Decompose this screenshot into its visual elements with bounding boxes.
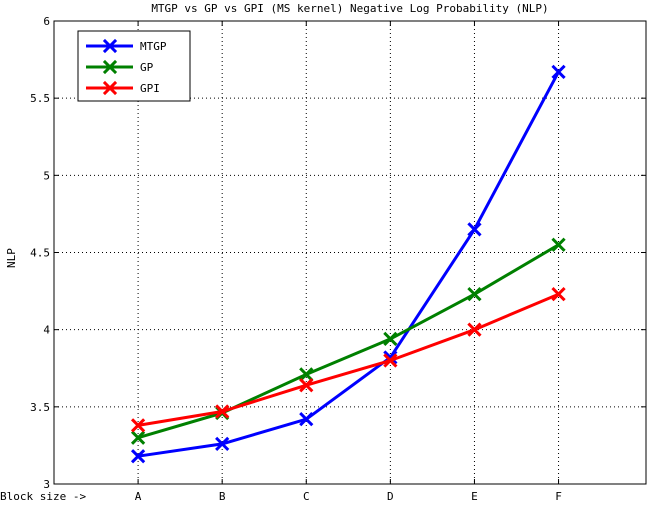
data-point-gpi — [551, 287, 566, 302]
data-point-mtgp — [467, 222, 482, 237]
y-tick-label: 5 — [43, 169, 50, 182]
data-point-gp — [551, 237, 566, 252]
y-axis-label: NLP — [5, 248, 18, 268]
data-point-mtgp — [299, 412, 314, 427]
series-line-gpi — [137, 292, 560, 427]
data-point-gpi — [299, 378, 314, 393]
y-tick-label: 4.5 — [30, 247, 50, 260]
data-point-gpi — [215, 404, 230, 419]
x-axis-label: Block size -> — [0, 490, 86, 503]
legend-marker-gpi — [102, 80, 118, 96]
y-tick-label: 3 — [43, 478, 50, 491]
y-tick-label: 6 — [43, 15, 50, 28]
legend-label-gp: GP — [140, 61, 154, 74]
y-tick-label: 3.5 — [30, 401, 50, 414]
x-tick-label: B — [219, 490, 226, 503]
x-tick-label: D — [387, 490, 394, 503]
grid — [54, 21, 646, 484]
series-line-mtgp — [137, 71, 560, 458]
chart-title: MTGP vs GP vs GPI (MS kernel) Negative L… — [151, 2, 548, 15]
series-gpi — [130, 287, 566, 433]
legend: MTGP GP GPI — [77, 30, 191, 102]
data-point-mtgp — [215, 436, 230, 451]
series-line-gp — [137, 243, 560, 440]
y-axis: 3 3.5 4 4.5 5 5.5 6 — [30, 15, 646, 491]
data-point-mtgp — [130, 449, 146, 464]
series-gp — [130, 237, 566, 445]
x-axis: A B C D E F — [135, 21, 562, 503]
data-point-gpi — [130, 418, 146, 433]
data-point-mtgp — [551, 64, 566, 80]
legend-marker-mtgp — [102, 38, 118, 54]
x-tick-label: E — [471, 490, 478, 503]
data-point-gpi — [383, 353, 398, 368]
data-point-gp — [130, 430, 146, 445]
series-mtgp — [130, 64, 566, 464]
legend-label-mtgp: MTGP — [140, 40, 167, 53]
data-point-gp — [383, 331, 398, 347]
data-point-gp — [299, 367, 314, 382]
legend-marker-gp — [102, 59, 118, 75]
x-tick-label: C — [303, 490, 310, 503]
y-tick-label: 5.5 — [30, 92, 50, 105]
data-point-gpi — [467, 322, 482, 337]
x-tick-label: A — [135, 490, 142, 503]
y-tick-label: 4 — [43, 324, 50, 337]
x-tick-label: F — [555, 490, 562, 503]
series-layer — [130, 64, 566, 464]
data-point-gp — [467, 287, 482, 302]
legend-label-gpi: GPI — [140, 82, 160, 95]
